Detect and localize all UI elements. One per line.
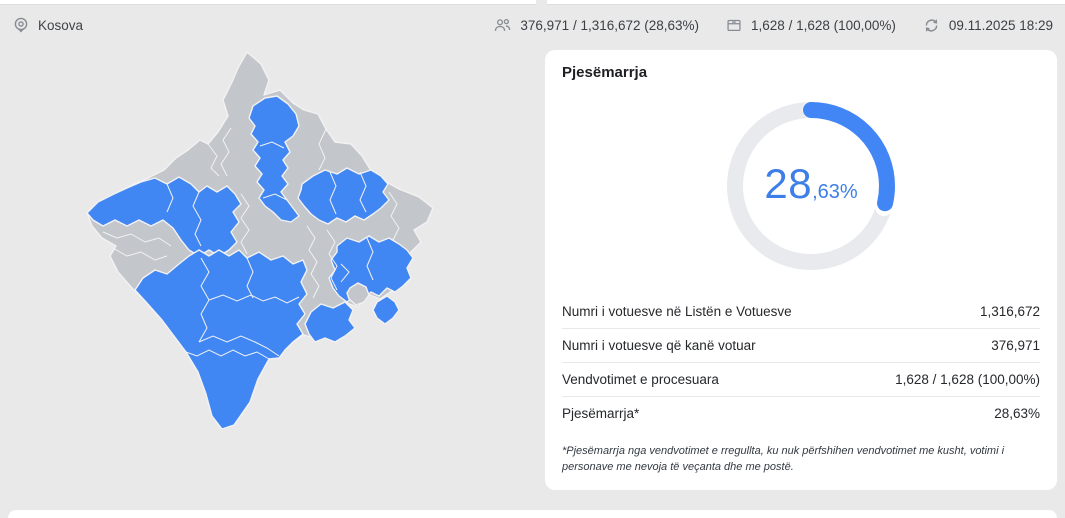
municipality-border-line	[326, 229, 338, 291]
municipality-border-line	[366, 237, 374, 281]
municipality-border-line	[246, 257, 254, 299]
voters-stat: 376,971 / 1,316,672 (28,63%)	[493, 16, 699, 35]
ballot-box-icon	[725, 16, 743, 34]
region-west[interactable]	[86, 176, 242, 257]
participation-donut-chart: 28,63%	[716, 91, 906, 281]
municipality-border-line	[388, 191, 400, 241]
municipality-border-line	[318, 128, 327, 171]
last-updated-stat: 09.11.2025 18:29	[922, 16, 1053, 35]
row-value: 1,628 / 1,628 (100,00%)	[895, 372, 1040, 387]
previous-card-edge-left	[0, 0, 536, 5]
participation-footnote: *Pjesëmarrja nga vendvotimet e rregullta…	[562, 445, 1005, 473]
region-south-central[interactable]	[304, 301, 356, 343]
polling-stations-stat: 1,628 / 1,628 (100,00%)	[725, 16, 896, 34]
municipality-border-line	[262, 193, 288, 201]
participation-table: Numri i votuesve në Listën e Votuesve 1,…	[562, 295, 1040, 430]
location-label: Kosova	[38, 17, 84, 33]
table-row: Numri i votuesve në Listën e Votuesve 1,…	[562, 295, 1040, 329]
card-title: Pjesëmarrja	[562, 64, 648, 81]
table-row: Numri i votuesve që kanë votuar 376,971	[562, 329, 1040, 363]
previous-card-edge-right	[547, 0, 1065, 5]
refresh-icon[interactable]	[922, 16, 941, 35]
next-card-edge	[8, 510, 1057, 518]
region-east-pocket[interactable]	[346, 282, 370, 306]
row-label: Vendvotimet e procesuara	[562, 372, 719, 387]
municipality-border-line	[102, 231, 172, 247]
kosovo-municipality-map[interactable]	[83, 50, 538, 458]
participation-card: Pjesëmarrja 28,63% Numri i votuesve në L…	[545, 50, 1057, 490]
municipality-border-line	[207, 143, 220, 177]
table-row: Vendvotimet e procesuara 1,628 / 1,628 (…	[562, 363, 1040, 397]
voters-icon	[493, 16, 512, 35]
municipality-border-line	[112, 247, 168, 261]
municipality-border-line	[185, 349, 270, 360]
municipality-border-line	[240, 193, 250, 255]
row-label: Numri i votuesve që kanë votuar	[562, 338, 756, 353]
municipality-border-line	[259, 141, 285, 149]
municipality-border-line	[359, 171, 367, 213]
municipality-border-line	[306, 225, 320, 299]
table-row: Pjesëmarrja* 28,63%	[562, 397, 1040, 430]
municipality-border-line	[220, 127, 232, 177]
region-center-east[interactable]	[297, 167, 390, 225]
last-updated-text: 09.11.2025 18:29	[948, 17, 1053, 33]
topbar-stats: 376,971 / 1,316,672 (28,63%) 1,628 / 1,6…	[493, 16, 1053, 35]
location-pin-icon	[12, 16, 30, 34]
municipality-border-line	[198, 335, 280, 357]
municipality-border-line	[166, 183, 174, 213]
row-label: Numri i votuesve në Listën e Votuesve	[562, 304, 792, 319]
location-breadcrumb: Kosova	[12, 16, 83, 34]
participation-percentage: 28,63%	[764, 160, 858, 207]
row-label: Pjesëmarrja*	[562, 406, 640, 421]
municipality-border-line	[340, 263, 350, 283]
row-value: 28,63%	[994, 406, 1040, 421]
region-mitrovica[interactable]	[248, 95, 300, 223]
region-east-group[interactable]	[328, 235, 414, 303]
municipality-border-line	[208, 294, 300, 304]
polling-stations-stat-text: 1,628 / 1,628 (100,00%)	[751, 17, 896, 33]
row-value: 1,316,672	[979, 304, 1040, 319]
region-southeast-small[interactable]	[372, 295, 400, 325]
voters-stat-text: 376,971 / 1,316,672 (28,63%)	[520, 17, 700, 33]
row-value: 376,971	[991, 338, 1040, 353]
municipality-border-line	[329, 171, 337, 215]
topbar: Kosova 376,971 / 1,316,672 (28,63%)	[0, 5, 1065, 45]
municipality-border-line	[192, 191, 202, 247]
